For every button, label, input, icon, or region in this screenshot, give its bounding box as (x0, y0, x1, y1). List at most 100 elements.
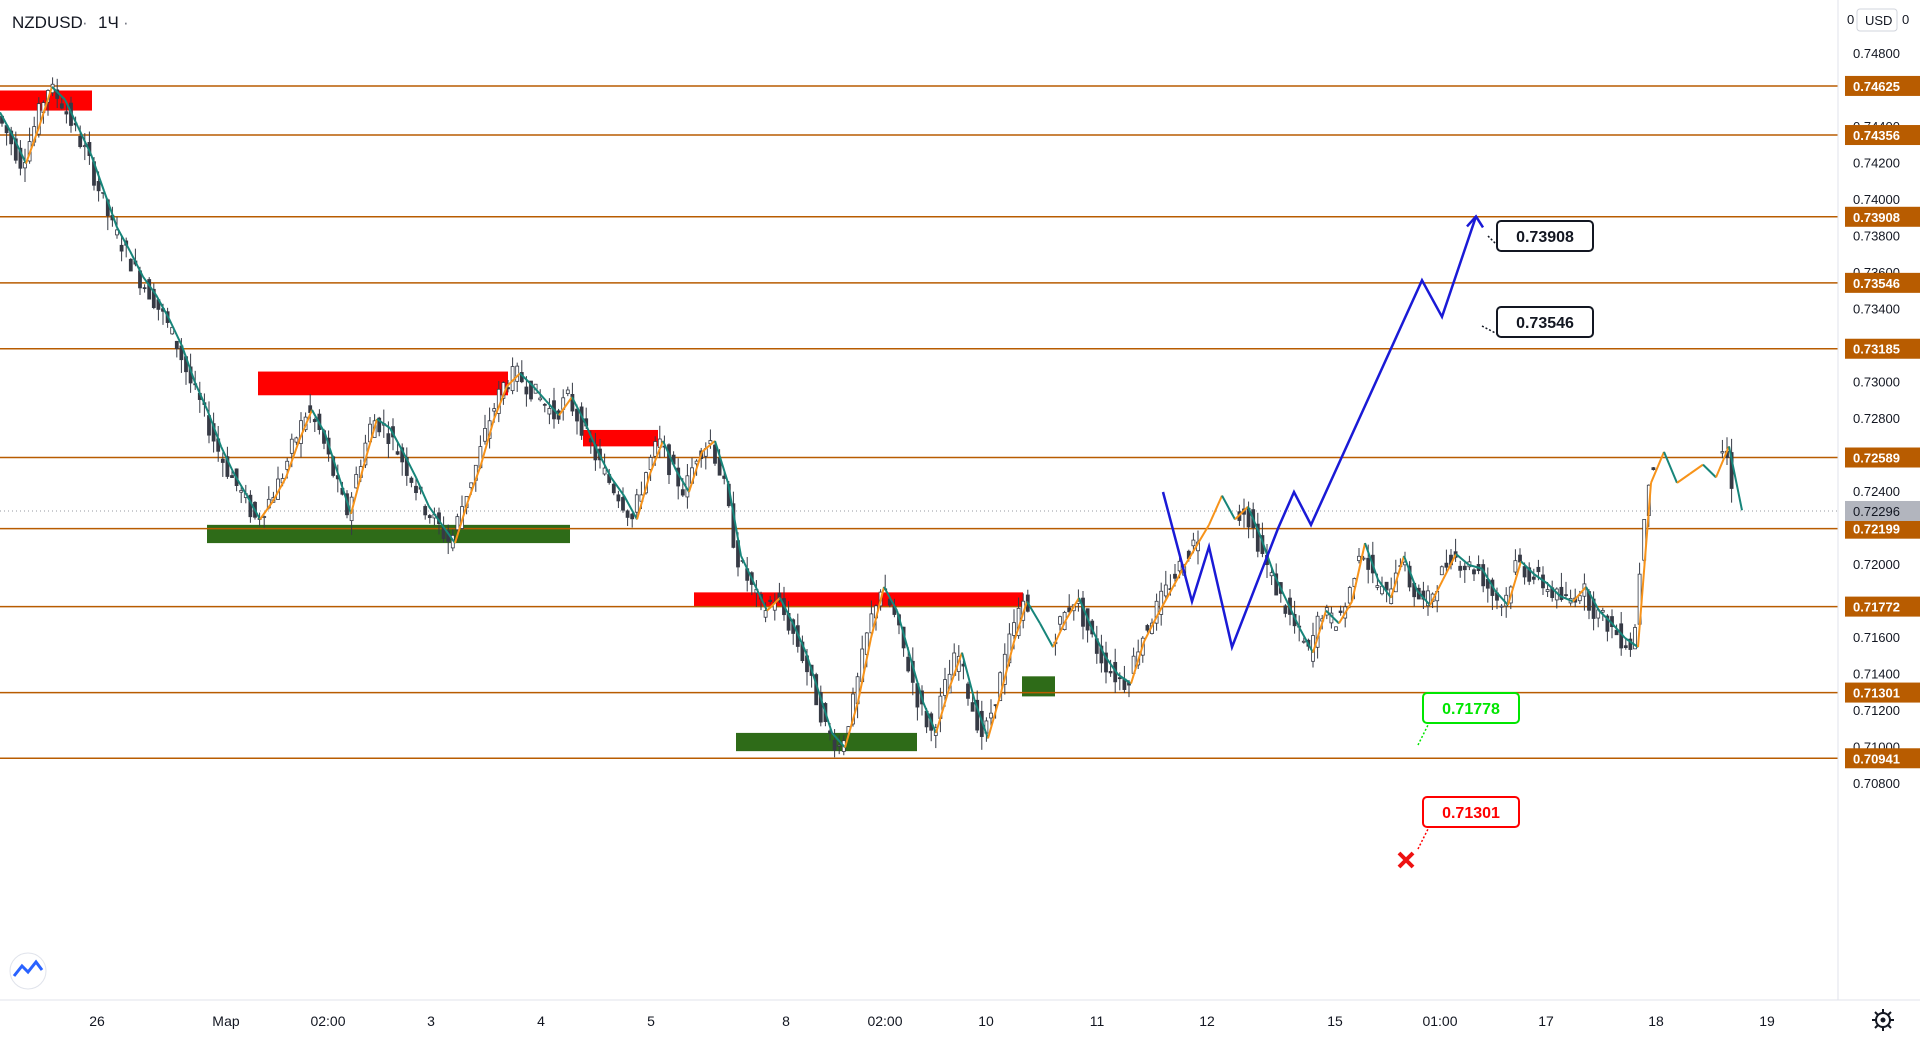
zigzag-up-leg (1429, 579, 1444, 606)
price-axis-top-value-right: 0 (1902, 12, 1909, 27)
zigzag-down-leg (0, 111, 14, 137)
resistance-zone[interactable] (0, 90, 92, 111)
candle-body (239, 490, 244, 493)
resistance-zone[interactable] (583, 429, 658, 447)
projection-arrowhead (1466, 214, 1485, 229)
support-zone[interactable] (1022, 676, 1055, 697)
zigzag-down-leg (896, 610, 911, 657)
currency-label: USD (1865, 13, 1892, 28)
zigzag-down-leg (1546, 582, 1561, 597)
candle-body (851, 693, 855, 725)
candle-body (59, 103, 64, 109)
candle-body (289, 438, 294, 454)
resistance-zone[interactable] (258, 371, 508, 396)
zigzag-down-leg (1520, 560, 1535, 575)
currency-box[interactable] (1856, 8, 1898, 32)
zigzag-up-leg (701, 440, 716, 453)
candle-body (1458, 565, 1463, 571)
projection-path[interactable] (1161, 216, 1478, 652)
zigzag-down-leg (90, 154, 105, 192)
zigzag-down-leg (545, 400, 560, 417)
callout-box-stop[interactable] (1422, 796, 1520, 828)
candle-body (1564, 594, 1568, 597)
zigzag-up-leg (493, 385, 508, 420)
candle-body (538, 397, 543, 401)
zigzag-up-leg (259, 500, 274, 520)
candle-body (777, 592, 782, 602)
callout-box-target[interactable] (1496, 306, 1594, 338)
zigzag-up-leg (844, 701, 859, 748)
zigzag-up-leg (1689, 463, 1704, 475)
zigzag-up-leg (25, 126, 40, 164)
candle-body (1366, 557, 1371, 570)
zigzag-down-leg (1455, 553, 1470, 566)
candle-body (1720, 451, 1725, 454)
candle-body (1577, 595, 1582, 602)
time-axis[interactable]: 26 Мар 02:00 3 4 5 8 02:00 10 11 12 15 01:00 17 18 19 (89, 1013, 1775, 1029)
zigzag-down-leg (532, 385, 547, 402)
candle-body (1527, 567, 1532, 582)
callout-box-target[interactable] (1496, 220, 1594, 252)
candle-body (115, 229, 119, 236)
candle-body (906, 656, 911, 672)
logo-icon (12, 959, 44, 977)
zigzag-up-leg (506, 372, 521, 387)
zigzag-down-leg (1039, 622, 1054, 648)
callout-label: 0.71778 (1442, 701, 1500, 718)
candle-body (1481, 564, 1486, 587)
zigzag-down-leg (571, 396, 586, 424)
time-tick-label: Мар (212, 1013, 240, 1029)
candle-body (1012, 622, 1016, 636)
candle-body (78, 135, 83, 148)
price-tick-label: 0.74200 (1853, 156, 1900, 171)
zigzag-down-leg (714, 440, 729, 484)
zigzag-up-leg (285, 440, 300, 478)
callout-box-entry[interactable] (1422, 692, 1520, 724)
zigzag-up-leg (38, 86, 53, 128)
price-tick-label: 0.73800 (1853, 229, 1900, 244)
candle-body (547, 408, 552, 415)
zigzag-up-leg (935, 688, 950, 734)
zigzag-down-leg (1273, 573, 1288, 602)
level-label: 0.71772 (1853, 600, 1900, 615)
level-label: 0.73546 (1853, 276, 1900, 291)
zigzag-down-leg (584, 422, 599, 453)
price-axis[interactable]: 0 USD 0 0.748000.744000.742000.740000.73… (1845, 8, 1920, 791)
level-label: 0.72199 (1853, 522, 1900, 537)
level-label: 0.74625 (1853, 79, 1900, 94)
candle-body (395, 451, 400, 455)
zigzag-down-leg (12, 135, 27, 164)
candle-body (1163, 584, 1168, 597)
zigzag-down-leg (142, 276, 157, 296)
zigzag-down-leg (519, 372, 534, 387)
candle-body (18, 147, 23, 169)
candle-body (1545, 589, 1550, 592)
level-label-box (1845, 518, 1920, 539)
resistance-zone[interactable] (694, 592, 1023, 607)
zigzag-down-leg (1416, 589, 1431, 606)
support-zone[interactable] (207, 524, 570, 544)
time-tick-label: 4 (537, 1013, 545, 1029)
zigzag-up-leg (1507, 561, 1522, 606)
tradingview-logo[interactable] (9, 952, 47, 990)
candle-body (1274, 573, 1279, 596)
candle-body (1614, 629, 1619, 636)
candle-body (409, 477, 414, 483)
zigzag-down-leg (961, 652, 976, 703)
level-label: 0.71301 (1853, 686, 1900, 701)
zigzag-down-leg (233, 473, 248, 497)
zigzag-down-leg (207, 411, 222, 447)
settings-gear-icon[interactable] (1872, 1009, 1894, 1031)
time-tick-label: 02:00 (310, 1013, 345, 1029)
candle-body (625, 510, 630, 518)
time-tick-label: 19 (1759, 1013, 1775, 1029)
candle-body (1159, 590, 1164, 615)
candle-body (575, 408, 579, 422)
zigzag-down-leg (1026, 600, 1041, 624)
candle-body (225, 456, 230, 477)
zigzag-down-leg (610, 476, 625, 497)
zigzag-up-leg (1676, 472, 1691, 484)
support-zone[interactable] (736, 732, 917, 752)
zigzag-up-leg (1065, 597, 1080, 621)
